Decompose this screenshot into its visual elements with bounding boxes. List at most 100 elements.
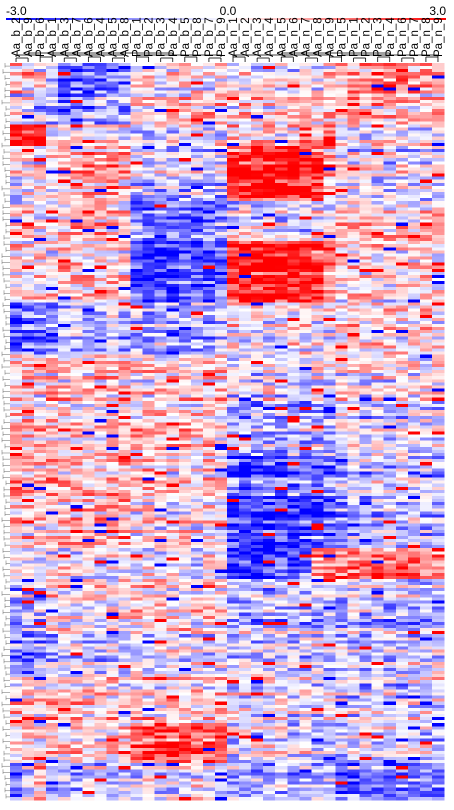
heatmap-cell	[384, 312, 396, 315]
heatmap-cell	[94, 401, 106, 404]
heatmap-cell	[10, 419, 22, 422]
heatmap-cell	[263, 250, 275, 253]
heatmap-cell	[287, 109, 299, 112]
heatmap-cell	[143, 118, 155, 121]
heatmap-cell	[299, 229, 311, 232]
heatmap-cell	[299, 109, 311, 112]
heatmap-cell	[396, 161, 408, 164]
heatmap-cell	[336, 155, 348, 158]
heatmap-cell	[143, 124, 155, 127]
heatmap-cell	[46, 177, 58, 180]
heatmap-cell	[275, 428, 287, 431]
heatmap-cell	[155, 278, 167, 281]
heatmap-cell	[106, 453, 118, 456]
heatmap-cell	[287, 91, 299, 94]
heatmap-cell	[299, 170, 311, 173]
heatmap-cell	[372, 407, 384, 410]
heatmap-cell	[251, 143, 263, 146]
heatmap-cell	[251, 124, 263, 127]
heatmap-cell	[22, 177, 34, 180]
heatmap-cell	[372, 235, 384, 238]
heatmap-cell	[131, 321, 143, 324]
heatmap-cell	[106, 195, 118, 198]
heatmap-cell	[311, 401, 323, 404]
heatmap-cell	[360, 321, 372, 324]
heatmap-cell	[323, 392, 335, 395]
heatmap-cell	[119, 75, 131, 78]
heatmap-cell	[287, 195, 299, 198]
heatmap-cell	[70, 272, 82, 275]
heatmap-cell	[275, 413, 287, 416]
heatmap-cell	[22, 229, 34, 232]
heatmap-cell	[82, 164, 94, 167]
heatmap-cell	[191, 97, 203, 100]
heatmap-cell	[58, 303, 70, 306]
heatmap-cell	[372, 435, 384, 438]
heatmap-cell	[143, 223, 155, 226]
heatmap-cell	[251, 425, 263, 428]
heatmap-cell	[263, 112, 275, 115]
heatmap-cell	[384, 376, 396, 379]
heatmap-cell	[10, 103, 22, 106]
heatmap-cell	[384, 213, 396, 216]
heatmap-cell	[131, 223, 143, 226]
heatmap-cell	[299, 321, 311, 324]
heatmap-cell	[311, 447, 323, 450]
heatmap-cell	[203, 306, 215, 309]
heatmap-cell	[336, 453, 348, 456]
heatmap-cell	[372, 204, 384, 207]
heatmap-cell	[215, 438, 227, 441]
heatmap-cell	[408, 346, 420, 349]
heatmap-cell	[70, 468, 82, 471]
heatmap-cell	[143, 432, 155, 435]
heatmap-cell	[155, 401, 167, 404]
row-dendro-branch	[4, 241, 10, 246]
heatmap-cell	[420, 198, 432, 201]
heatmap-cell	[155, 72, 167, 75]
heatmap-cell	[179, 404, 191, 407]
heatmap-cell	[408, 91, 420, 94]
heatmap-cell	[384, 269, 396, 272]
heatmap-cell	[58, 81, 70, 84]
heatmap-cell	[143, 416, 155, 419]
heatmap-cell	[275, 459, 287, 462]
heatmap-cell	[311, 244, 323, 247]
heatmap-cell	[46, 241, 58, 244]
heatmap-cell	[287, 416, 299, 419]
heatmap-cell	[46, 336, 58, 339]
heatmap-cell	[94, 324, 106, 327]
heatmap-cell	[420, 336, 432, 339]
heatmap-cell	[131, 112, 143, 115]
heatmap-cell	[119, 127, 131, 130]
heatmap-cell	[408, 281, 420, 284]
heatmap-cell	[46, 278, 58, 281]
heatmap-cell	[263, 201, 275, 204]
heatmap-cell	[34, 223, 46, 226]
heatmap-cell	[275, 281, 287, 284]
heatmap-cell	[179, 453, 191, 456]
heatmap-cell	[22, 444, 34, 447]
heatmap-cell	[94, 78, 106, 81]
heatmap-cell	[191, 355, 203, 358]
heatmap-cell	[94, 284, 106, 287]
heatmap-cell	[396, 382, 408, 385]
column-label: Aa_b_8	[120, 17, 132, 57]
heatmap-cell	[94, 244, 106, 247]
heatmap-cell	[215, 241, 227, 244]
heatmap-cell	[119, 81, 131, 84]
heatmap-cell	[106, 444, 118, 447]
heatmap-cell	[131, 447, 143, 450]
heatmap-cell	[191, 220, 203, 223]
heatmap-cell	[299, 217, 311, 220]
heatmap-cell	[167, 88, 179, 91]
heatmap-cell	[311, 278, 323, 281]
heatmap-cell	[58, 293, 70, 296]
heatmap-cell	[384, 170, 396, 173]
row-dendro-branch	[4, 659, 10, 664]
heatmap-cell	[94, 192, 106, 195]
heatmap-cell	[360, 404, 372, 407]
heatmap-cell	[70, 266, 82, 269]
heatmap-cell	[10, 361, 22, 364]
heatmap-cell	[46, 149, 58, 152]
heatmap-cell	[119, 299, 131, 302]
